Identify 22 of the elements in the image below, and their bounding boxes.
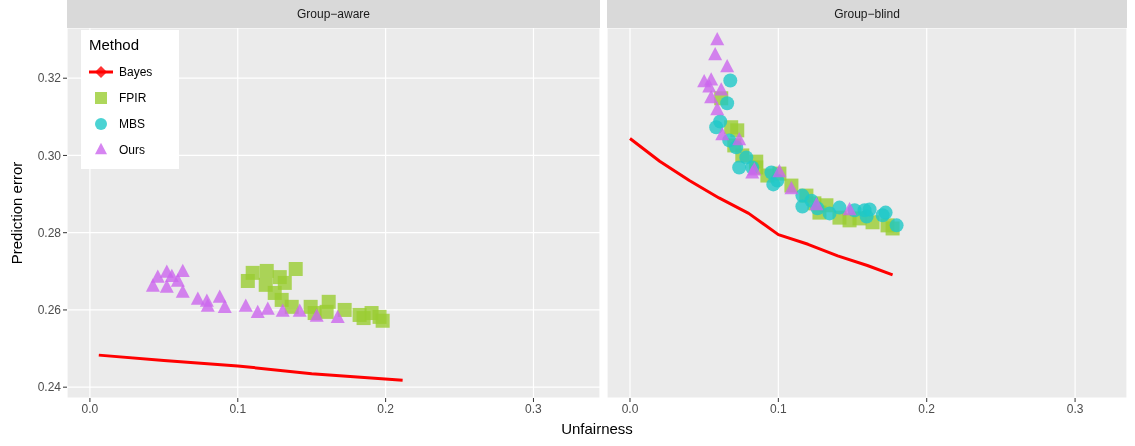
y-tick-label: 0.26 — [37, 303, 62, 318]
y-axis-title: Prediction error — [7, 161, 25, 265]
y-tick-label: 0.28 — [37, 225, 62, 240]
x-tick-label: 0.2 — [377, 401, 395, 416]
x-tick-label: 0.0 — [621, 401, 639, 416]
x-tick-label: 0.3 — [525, 401, 543, 416]
x-axis-title: Unfairness — [561, 419, 633, 437]
legend-label: FPIR — [119, 91, 147, 105]
legend-label: Bayes — [119, 65, 153, 79]
x-tick-label: 0.2 — [918, 401, 936, 416]
legend-title: Method — [89, 36, 141, 53]
chart-title: Group−blind — [607, 0, 1127, 28]
chart-title: Group−aware — [67, 0, 600, 28]
x-tick-label: 0.1 — [770, 401, 788, 416]
y-tick-label: 0.30 — [37, 148, 62, 163]
legend-label: Ours — [119, 143, 146, 157]
x-tick-label: 0.0 — [81, 401, 99, 416]
x-tick-label: 0.1 — [229, 401, 247, 416]
y-tick-label: 0.32 — [37, 71, 62, 86]
x-tick-label: 0.3 — [1066, 401, 1084, 416]
legend-label: MBS — [119, 117, 146, 131]
y-tick-label: 0.24 — [37, 380, 62, 395]
